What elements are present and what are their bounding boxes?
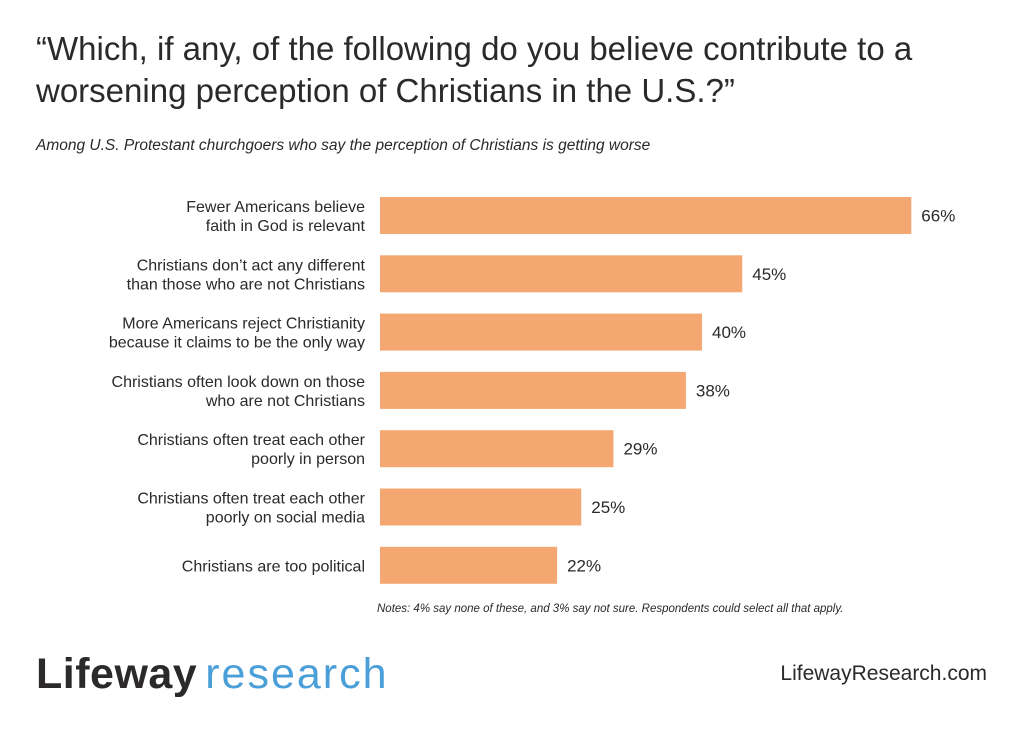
value-label-7: 22% [567,556,601,575]
category-label-1-line-1: Fewer Americans believe [186,199,365,216]
category-label-6-line-2: poorly on social media [206,510,365,527]
value-label-1: 66% [921,207,955,226]
bar-7 [380,546,558,584]
value-label-6: 25% [591,498,625,517]
logo-sub-text: research [205,650,389,698]
logo-brand-text: Lifeway [36,650,198,698]
chart-title: “Which, if any, of the following do you … [36,30,913,109]
bar-3 [380,313,702,351]
lifeway-research-logo: Lifeway research [36,649,389,699]
bar-1 [380,197,912,234]
category-label-1-line-2: faith in God is relevant [206,218,366,235]
category-label-5-line-1: Christians often treat each other [137,432,365,449]
bar-4 [380,371,686,409]
category-label-4-line-1: Christians often look down on those [112,374,366,391]
chart-notes: Notes: 4% say none of these, and 3% say … [377,603,844,615]
category-label-3-line-1: More Americans reject Christianity [122,316,365,333]
value-label-4: 38% [696,381,730,400]
bar-2 [380,255,743,293]
value-label-3: 40% [712,323,746,342]
category-label-4-line-2: who are not Christians [205,393,365,410]
category-label-2-line-2: than those who are not Christians [127,276,365,293]
category-label-3-line-2: because it claims to be the only way [109,335,365,352]
bar-6 [380,488,582,526]
value-label-2: 45% [752,265,786,284]
value-label-5: 29% [623,440,657,459]
bar-5 [380,430,614,468]
bar-chart: 66% Fewer Americans believe faith in God i… [109,197,955,584]
category-label-6-line-1: Christians often treat each other [137,491,365,508]
chart-subtitle: Among U.S. Protestant churchgoers who sa… [36,137,651,154]
category-label-2-line-1: Christians don’t act any different [137,257,366,274]
category-label-7-line-1: Christians are too political [182,558,365,575]
website-url: LifewayResearch.com [780,662,987,685]
category-label-5-line-2: poorly in person [251,451,365,468]
